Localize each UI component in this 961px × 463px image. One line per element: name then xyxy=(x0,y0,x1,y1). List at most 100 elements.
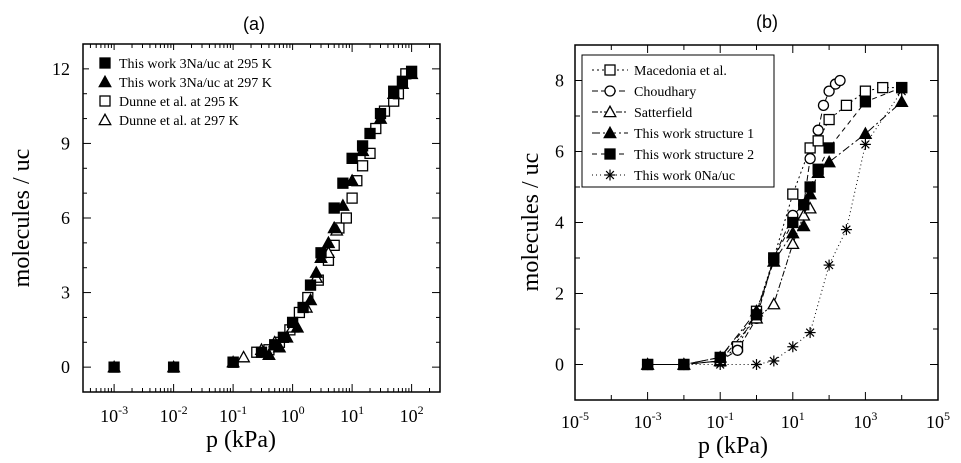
panel-b-series-5-point xyxy=(804,327,816,339)
panel-a-series-1-point-shape xyxy=(355,143,370,157)
panel-b-series-0-point-shape xyxy=(877,81,889,94)
panel-a-legend-marker-shape xyxy=(99,57,111,69)
panel-a-series-0-point-shape xyxy=(297,301,309,314)
panel-a-x-tick-exponent: -2 xyxy=(178,403,188,417)
panel-a-series-1-point-shape xyxy=(107,360,121,373)
panel-b-series-3-point-shape xyxy=(858,126,873,140)
panel-b-series-5-point xyxy=(678,359,690,370)
panel-a-series-1-point xyxy=(336,198,350,211)
panel-b-series-5-point-stroke xyxy=(788,342,798,352)
panel-b-series-5-point xyxy=(787,341,799,353)
panel-b-series-5-point xyxy=(751,359,762,370)
panel-b-series-5-point-stroke xyxy=(842,225,851,234)
panel-b-series-5-point-stroke xyxy=(715,360,725,369)
panel-a-series-1-point xyxy=(166,360,181,373)
panel-a-series-1-point xyxy=(355,143,370,157)
panel-b-legend-marker-shape xyxy=(604,148,616,160)
panel-a-legend-label: This work 3Na/uc at 295 K xyxy=(119,57,272,72)
panel-b-axis-ticks xyxy=(574,44,939,401)
panel-b-series-0-point-shape xyxy=(840,99,853,111)
panel-b-series-3-point-shape xyxy=(803,187,817,200)
panel-b-series-5-point-stroke xyxy=(679,360,689,369)
panel-b-series-4-point xyxy=(750,309,763,321)
panel-a-x-tick-exponent: 0 xyxy=(299,403,305,417)
panel-b-series-0-point-shape xyxy=(823,113,835,126)
panel-a-series-1-point-shape xyxy=(336,198,350,211)
panel-b-legend-label: This work structure 2 xyxy=(634,148,754,163)
panel-a-series-1-point-shape xyxy=(279,330,294,343)
panel-b-series-0-point xyxy=(812,135,824,147)
panel-b-x-tick-base: 10 xyxy=(634,412,652,432)
panel-a-x-axis-title: p (kPa) xyxy=(206,427,276,453)
panel-a-series-2-point xyxy=(346,192,358,204)
panel-b-series-1-point xyxy=(823,85,835,97)
panel-a-legend-marker xyxy=(98,74,112,88)
panel-b-series-0-point xyxy=(840,99,853,111)
panel-a-axis-ticks xyxy=(82,43,440,393)
panel-b-y-tick-label: 2 xyxy=(555,284,564,304)
panel-a-series-1-point xyxy=(386,86,401,99)
panel-a-x-tick-base: 10 xyxy=(219,406,237,426)
panel-b-series-3-point xyxy=(894,94,909,108)
panel-a-series-1-point-shape xyxy=(309,265,324,278)
panel-a-y-tick-label: 3 xyxy=(61,283,70,303)
panel-a-data-marks xyxy=(107,65,419,373)
panel-b-series-5-point xyxy=(859,138,871,150)
panel-a-series-1-point xyxy=(309,265,324,278)
panel-a-series-1-point-shape xyxy=(327,220,342,234)
panel-b-y-tick-label: 4 xyxy=(555,213,564,233)
panel-a-series-1-point xyxy=(321,235,336,249)
panel-a-legend-label: This work 3Na/uc at 297 K xyxy=(119,76,272,91)
panel-b-series-4-point xyxy=(768,252,780,264)
panel-a-series-1-point-shape xyxy=(321,235,336,249)
panel-a-series-0-point-shape xyxy=(304,279,317,291)
panel-a-y-tick-label: 0 xyxy=(61,357,70,377)
panel-b-series-4-point xyxy=(812,163,824,175)
panel-b-series-5-point-stroke xyxy=(752,360,761,369)
panel-a-series-0-point-shape xyxy=(364,127,376,140)
panel-b-legend-box xyxy=(581,54,775,188)
panel-a-x-tick-label: 10-1 xyxy=(219,403,247,426)
panel-b-x-tick-exponent: -3 xyxy=(652,409,662,423)
panel-b-x-tick-labels: 10-5 10-3 10-1 101 103 105 xyxy=(561,409,950,432)
panel-b-series-0-point xyxy=(804,142,816,154)
panel-b-x-tick-base: 10 xyxy=(706,412,724,432)
panel-b-series-5-point-stroke xyxy=(805,328,815,337)
panel-a-series-2-point-shape xyxy=(346,192,358,204)
panel-a-y-tick-label: 9 xyxy=(61,133,70,153)
panel-a-series-0-point-shape xyxy=(337,177,349,189)
panel-b-series-1-point-shape xyxy=(823,85,835,97)
panel-a-legend-label: Dunne et al. at 295 K xyxy=(119,95,239,110)
panel-b-series-5-point-stroke xyxy=(643,360,652,369)
panel-a-series-2-point-shape xyxy=(340,212,352,224)
panel-b-series-0-point-shape xyxy=(812,135,824,147)
panel-a-series-1-point xyxy=(303,292,318,306)
panel-b-series-1-point-shape xyxy=(834,74,846,87)
panel-b-x-axis-title: p (kPa) xyxy=(698,433,768,458)
panel-a-series-2-point xyxy=(356,160,369,172)
panel-b-data-marks xyxy=(640,74,909,371)
panel-b-legend-marker-shape xyxy=(603,104,617,118)
panel-b-legend-marker-shape xyxy=(603,125,617,139)
panel-a-series-1-point-shape xyxy=(166,360,181,373)
panel-b-series-1-point-shape xyxy=(804,152,816,165)
panel-b-series-3-point xyxy=(822,155,836,168)
panel-b-legend-label: This work 0Na/uc xyxy=(634,169,735,184)
panel-b-legend-marker-shape xyxy=(604,64,616,76)
panel-b-legend-label: Choudhary xyxy=(634,85,696,100)
panel-a-series-1-point xyxy=(272,340,287,353)
panel-b-series-4-point xyxy=(787,216,799,229)
panel-b-series-3-point xyxy=(796,218,811,232)
panel-b-series-3-point-shape xyxy=(796,218,811,232)
panel-b-x-tick-label: 10-3 xyxy=(634,409,662,432)
panel-a-series-0-point xyxy=(364,127,376,140)
panel-b-series-5-point xyxy=(768,355,780,367)
panel-a-x-tick-label: 102 xyxy=(400,403,424,426)
panel-b-series-5-line xyxy=(647,90,903,365)
panel-b-x-tick-label: 10-1 xyxy=(706,409,734,432)
panel-a-series-1-point-shape xyxy=(314,250,328,264)
panel-b-series-4-point xyxy=(798,199,810,211)
panel-b-legend-marker xyxy=(604,169,616,181)
